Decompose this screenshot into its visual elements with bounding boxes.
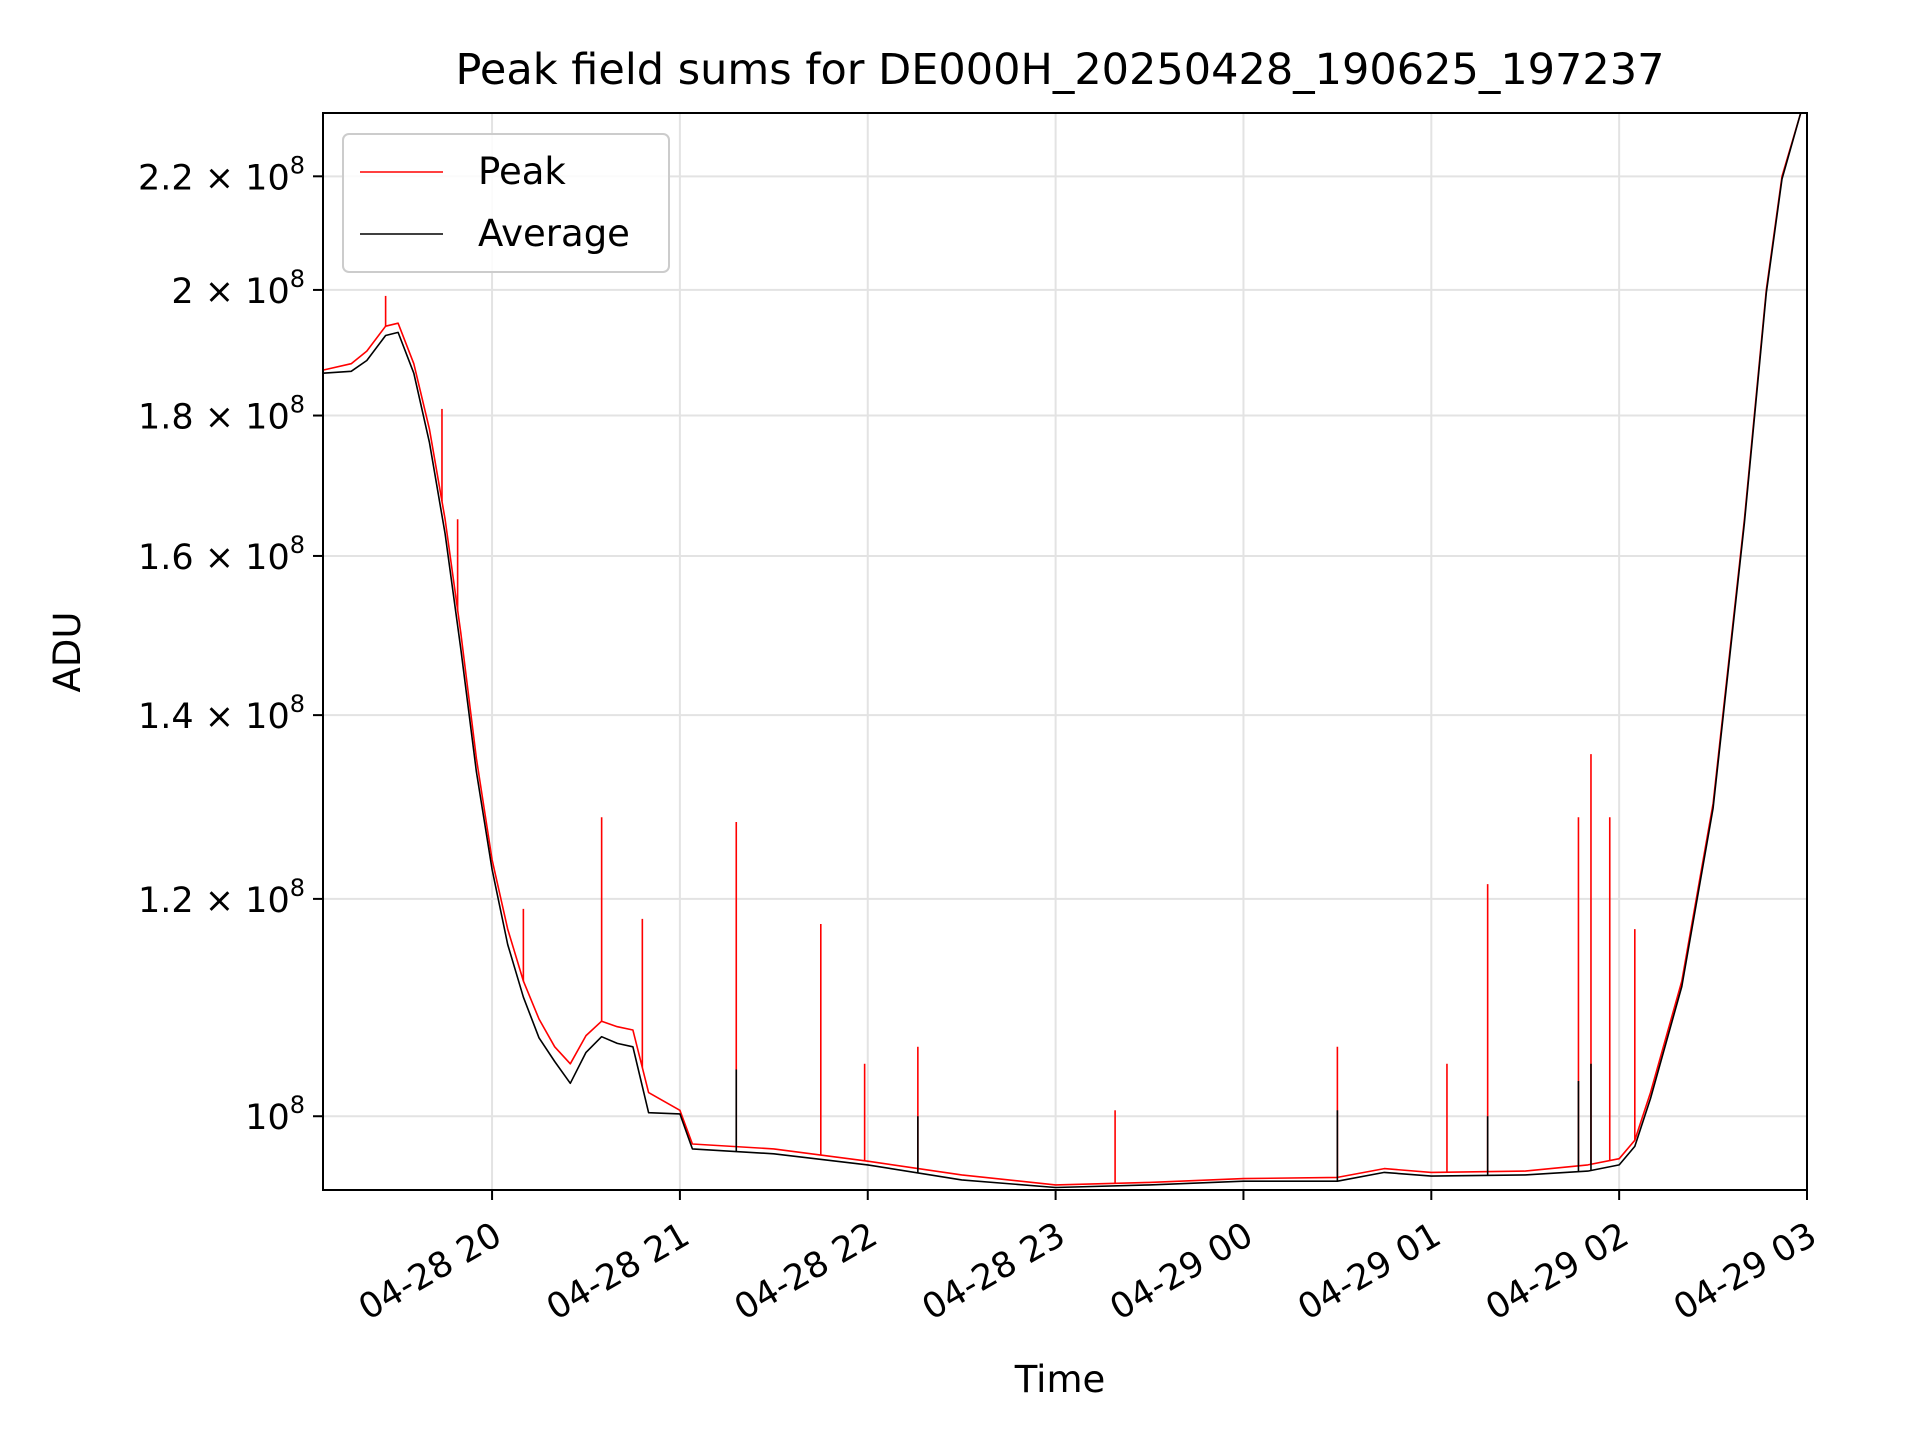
legend-label-average: Average [478, 212, 630, 255]
chart-title: Peak field sums for DE000H_20250428_1906… [456, 45, 1665, 95]
x-axis-label: Time [1014, 1358, 1106, 1401]
y-tick-label: 1.8 × 108 [138, 391, 305, 438]
series-line-average [322, 112, 1802, 1189]
y-tick-label: 2.2 × 108 [138, 151, 305, 198]
series-layer [322, 112, 1802, 1189]
legend-frame [342, 133, 670, 273]
legend: Peak Average [342, 133, 670, 273]
y-tick-label: 1.2 × 108 [138, 874, 305, 921]
y-tick-label: 2 × 108 [171, 265, 305, 312]
y-tick-label: 1.6 × 108 [138, 531, 305, 578]
plot-area-frame [322, 112, 1808, 1191]
y-tick-label: 108 [245, 1091, 305, 1138]
y-axis-label: ADU [46, 612, 89, 693]
legend-label-peak: Peak [478, 150, 566, 193]
y-axis: 108 1.2 × 108 1.4 × 108 1.6 × 108 1.8 × 108 2… [138, 151, 323, 1138]
y-tick-label: 1.4 × 108 [138, 690, 305, 737]
